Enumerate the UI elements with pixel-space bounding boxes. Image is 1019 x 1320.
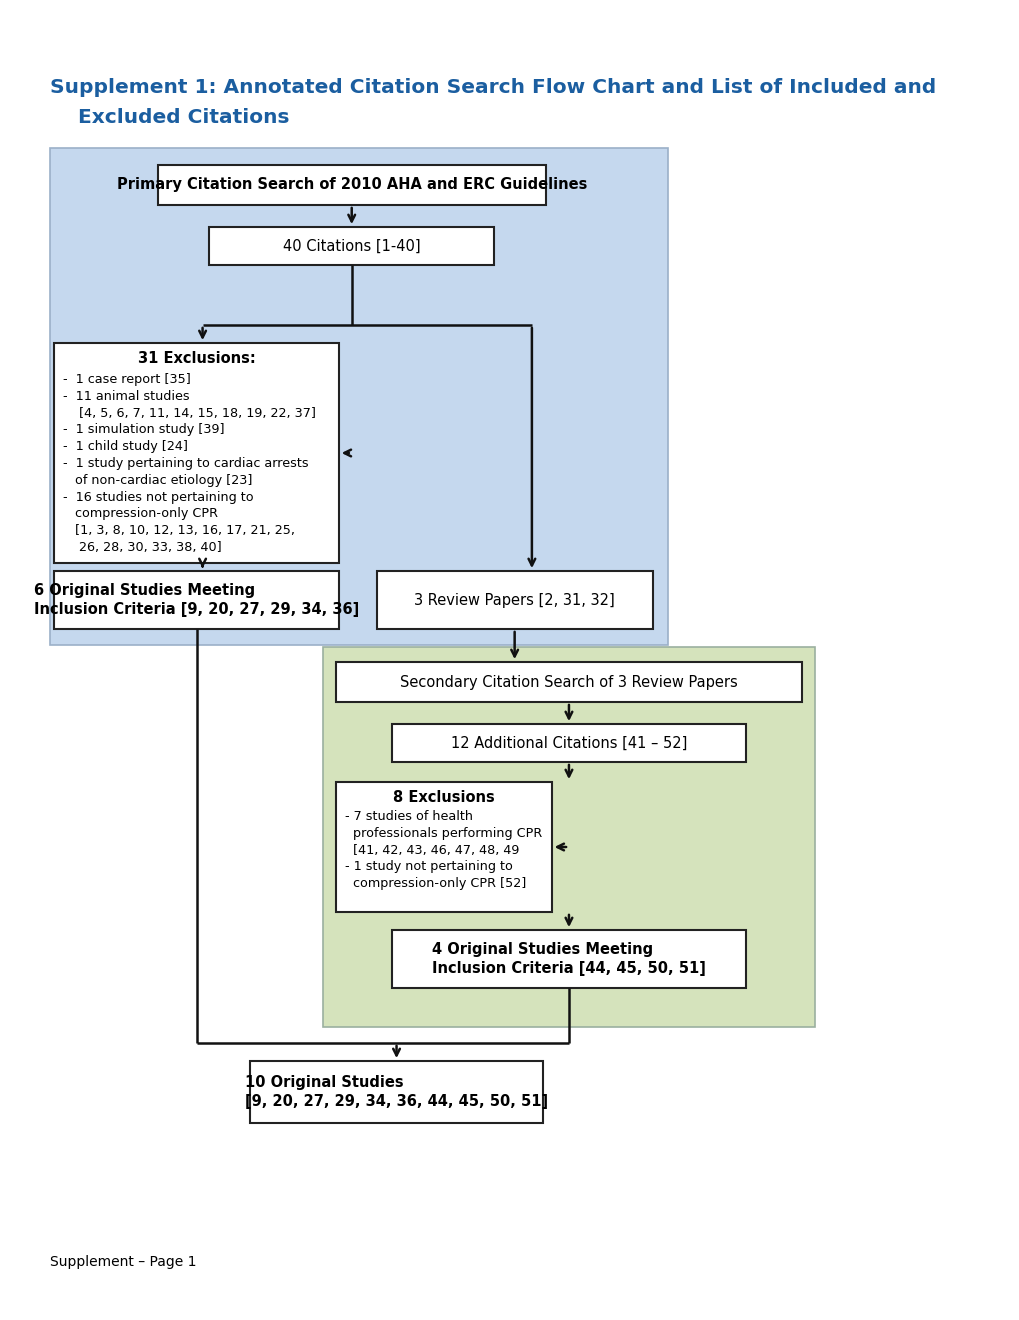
Text: 40 Citations [1-40]: 40 Citations [1-40] [282,239,420,253]
Text: 6 Original Studies Meeting
Inclusion Criteria [9, 20, 27, 29, 34, 36]: 6 Original Studies Meeting Inclusion Cri… [34,583,359,616]
Text: 10 Original Studies
[9, 20, 27, 29, 34, 36, 44, 45, 50, 51]: 10 Original Studies [9, 20, 27, 29, 34, … [245,1076,547,1109]
Bar [158,165,545,205]
Text: 31 Exclusions:: 31 Exclusions: [138,351,255,366]
Bar [336,781,551,912]
Text: - 7 studies of health
  professionals performing CPR
  [41, 42, 43, 46, 47, 48, : - 7 studies of health professionals perf… [344,810,541,890]
Bar [209,227,493,265]
Bar [50,148,667,645]
Bar [250,1061,542,1123]
Bar [54,343,338,564]
Text: -  1 case report [35]
-  11 animal studies
    [4, 5, 6, 7, 11, 14, 15, 18, 19, : - 1 case report [35] - 11 animal studies… [63,374,316,554]
Bar [376,572,652,630]
Bar [392,723,745,762]
Bar [323,647,814,1027]
Text: 4 Original Studies Meeting
Inclusion Criteria [44, 45, 50, 51]: 4 Original Studies Meeting Inclusion Cri… [432,942,705,975]
Text: Secondary Citation Search of 3 Review Papers: Secondary Citation Search of 3 Review Pa… [399,675,737,689]
Text: 3 Review Papers [2, 31, 32]: 3 Review Papers [2, 31, 32] [414,593,614,607]
Bar [392,931,745,987]
Bar [336,663,801,702]
Bar [54,572,338,630]
Text: Primary Citation Search of 2010 AHA and ERC Guidelines: Primary Citation Search of 2010 AHA and … [116,177,586,193]
Text: 8 Exclusions: 8 Exclusions [392,789,494,805]
Text: Excluded Citations: Excluded Citations [50,108,289,127]
Text: Supplement 1: Annotated Citation Search Flow Chart and List of Included and: Supplement 1: Annotated Citation Search … [50,78,935,96]
Text: 12 Additional Citations [41 – 52]: 12 Additional Citations [41 – 52] [450,735,687,751]
Text: Supplement – Page 1: Supplement – Page 1 [50,1255,197,1269]
